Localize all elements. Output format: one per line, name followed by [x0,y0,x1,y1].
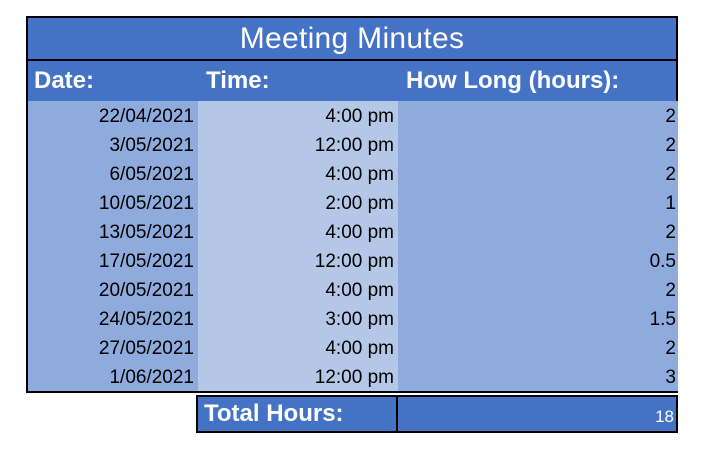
header-time: Time: [206,67,270,94]
table-row: 1/06/2021 12:00 pm 3 [28,362,678,391]
hours-cell[interactable]: 2 [398,101,678,130]
table-row: 24/05/2021 3:00 pm 1.5 [28,304,678,333]
hours-cell[interactable]: 3 [398,362,678,391]
time-cell[interactable]: 12:00 pm [198,362,398,391]
table-row: 27/05/2021 4:00 pm 2 [28,333,678,362]
time-cell[interactable]: 4:00 pm [198,275,398,304]
date-cell[interactable]: 1/06/2021 [28,362,198,391]
meeting-minutes-table: Meeting Minutes Date: Time: How Long (ho… [26,16,678,393]
date-cell[interactable]: 6/05/2021 [28,159,198,188]
date-cell[interactable]: 27/05/2021 [28,333,198,362]
time-cell[interactable]: 2:00 pm [198,188,398,217]
time-cell[interactable]: 3:00 pm [198,304,398,333]
date-cell[interactable]: 13/05/2021 [28,217,198,246]
total-row: Total Hours: 18 [196,395,678,433]
time-cell[interactable]: 4:00 pm [198,333,398,362]
hours-cell[interactable]: 2 [398,275,678,304]
hours-cell[interactable]: 2 [398,130,678,159]
table-row: 20/05/2021 4:00 pm 2 [28,275,678,304]
date-cell[interactable]: 20/05/2021 [28,275,198,304]
time-cell[interactable]: 4:00 pm [198,159,398,188]
hours-cell[interactable]: 1.5 [398,304,678,333]
sheet-title: Meeting Minutes [26,16,678,61]
total-hours-label: Total Hours: [198,397,398,431]
table-row: 17/05/2021 12:00 pm 0.5 [28,246,678,275]
table-row: 13/05/2021 4:00 pm 2 [28,217,678,246]
hours-cell[interactable]: 2 [398,217,678,246]
date-cell[interactable]: 17/05/2021 [28,246,198,275]
table-row: 3/05/2021 12:00 pm 2 [28,130,678,159]
time-cell[interactable]: 4:00 pm [198,101,398,130]
table-row: 22/04/2021 4:00 pm 2 [28,101,678,130]
header-date: Date: [34,67,95,94]
table-row: 6/05/2021 4:00 pm 2 [28,159,678,188]
date-cell[interactable]: 24/05/2021 [28,304,198,333]
hours-cell[interactable]: 2 [398,333,678,362]
table-row: 10/05/2021 2:00 pm 1 [28,188,678,217]
total-hours-value[interactable]: 18 [655,407,674,426]
date-cell[interactable]: 22/04/2021 [28,101,198,130]
time-cell[interactable]: 4:00 pm [198,217,398,246]
column-headers: Date: Time: How Long (hours): [26,61,678,101]
time-cell[interactable]: 12:00 pm [198,246,398,275]
table-body: 22/04/2021 4:00 pm 2 3/05/2021 12:00 pm 2 6/05… [26,101,678,393]
header-duration: How Long (hours): [406,67,620,94]
time-cell[interactable]: 12:00 pm [198,130,398,159]
hours-cell[interactable]: 2 [398,159,678,188]
date-cell[interactable]: 10/05/2021 [28,188,198,217]
hours-cell[interactable]: 0.5 [398,246,678,275]
date-cell[interactable]: 3/05/2021 [28,130,198,159]
hours-cell[interactable]: 1 [398,188,678,217]
